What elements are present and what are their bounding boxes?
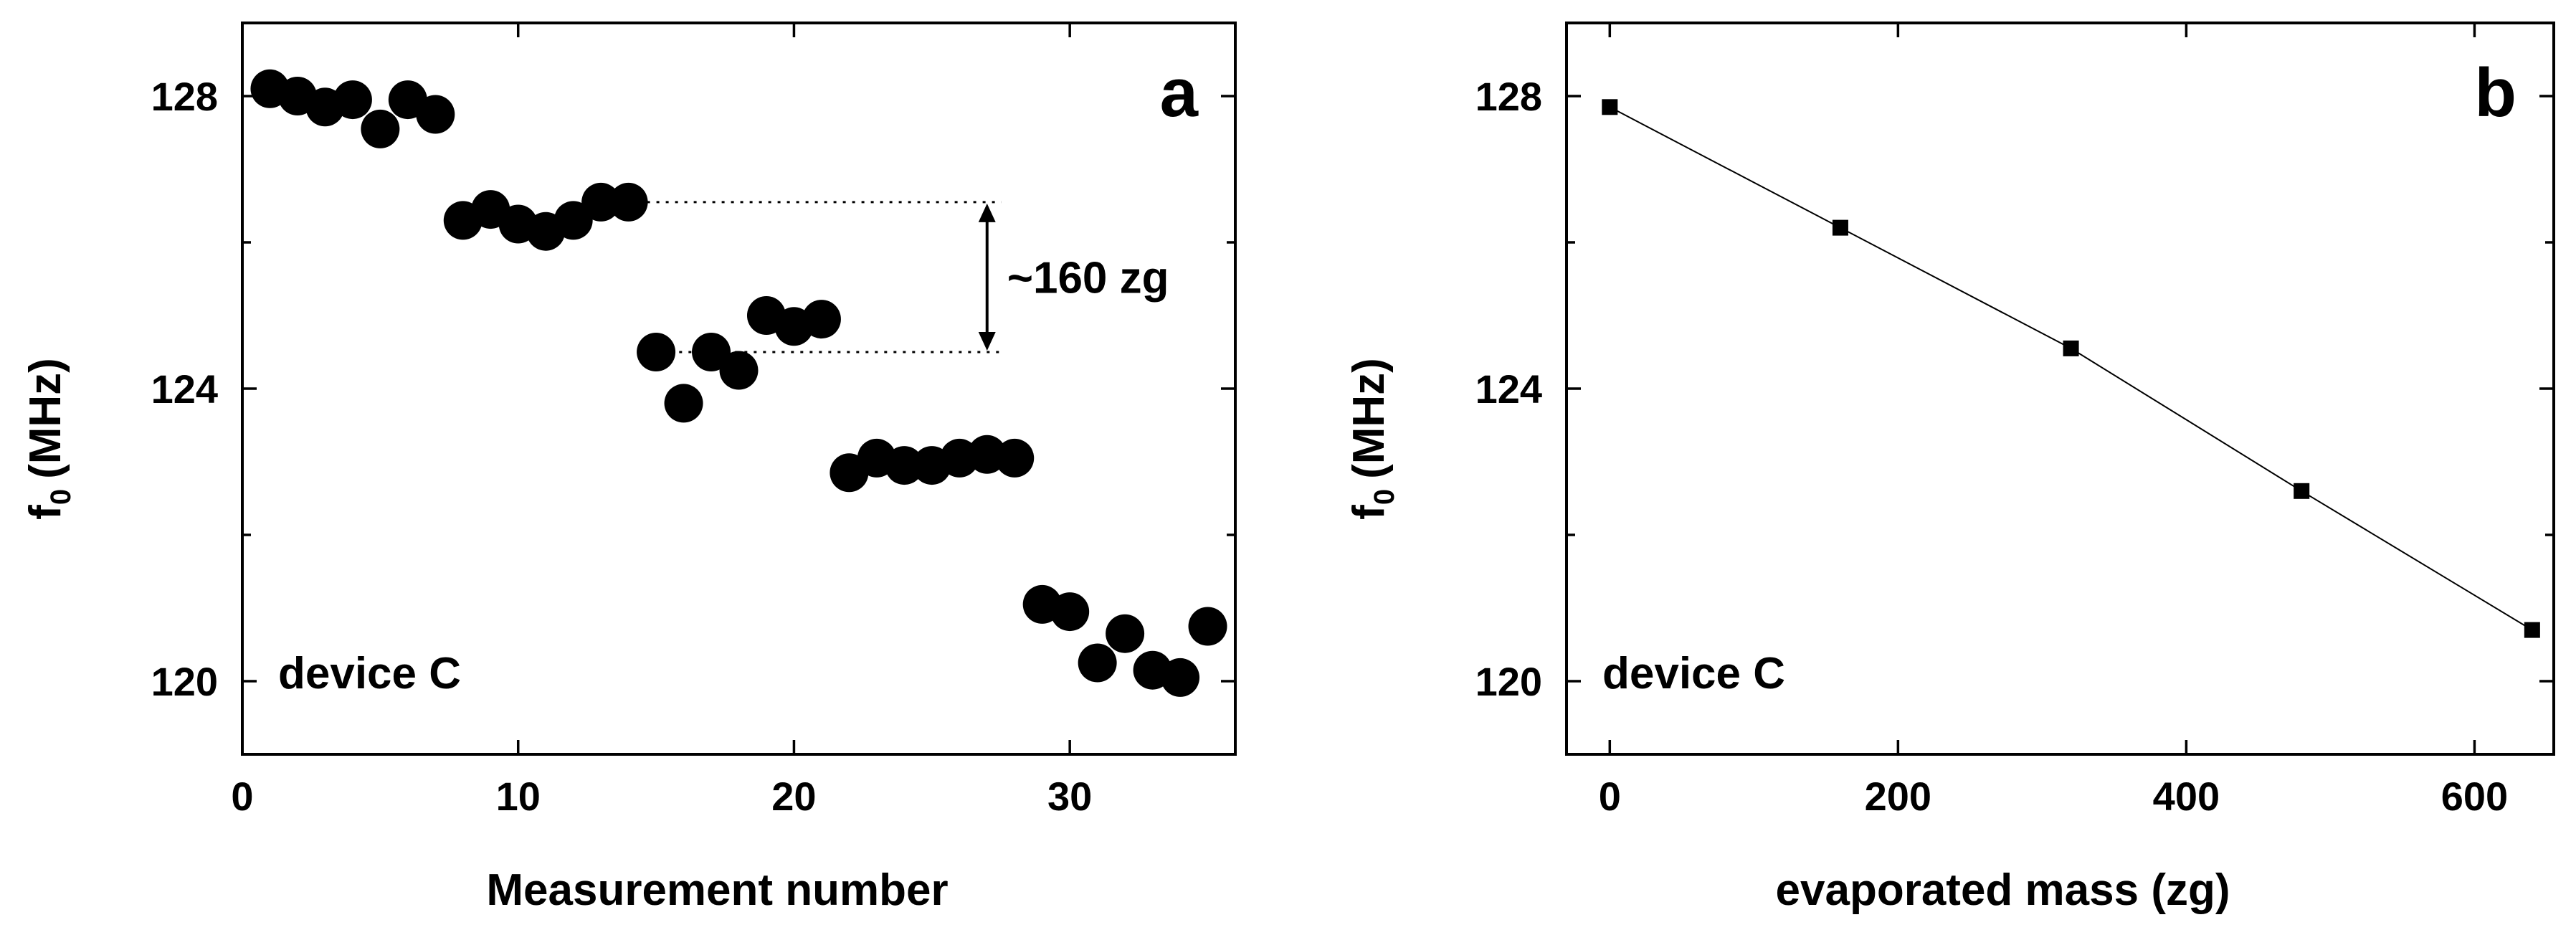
data-point [1602,99,1618,115]
x-tick-label: 400 [2153,774,2220,819]
bracket-arrow-head-up [978,203,996,222]
x-tick-label: 30 [1047,774,1092,819]
x-axis-label: Measurement number [486,865,948,915]
y-tick-label: 124 [151,366,218,412]
y-axis-label: f0 (MHz) [21,358,77,520]
x-tick-label: 10 [496,774,541,819]
x-tick-label: 200 [1865,774,1931,819]
y-axis-label-main: f [1344,505,1394,520]
bracket-arrow-head-down [978,332,996,351]
x-tick-label: 0 [1599,774,1621,819]
data-point [1832,219,1848,236]
y-tick-label: 120 [151,659,218,704]
data-point [416,95,455,134]
data-point [1078,643,1117,683]
x-tick-label: 20 [771,774,816,819]
data-point [1106,614,1145,653]
bracket-label: ~160 zg [1007,253,1169,303]
panel-letter: b [2474,54,2516,131]
device-label: device C [1602,649,1785,698]
y-axis-label-unit: (MHz) [1344,358,1394,479]
data-point [885,446,924,485]
data-point [995,438,1035,478]
data-point [361,109,400,148]
data-point [802,300,841,339]
data-point [637,333,676,371]
data-point [692,333,731,371]
x-axis-label: evaporated mass (zg) [1776,865,2230,915]
data-point [581,182,621,222]
data-point [333,80,372,120]
device-label: device C [278,649,461,698]
y-tick-label: 128 [1475,74,1542,119]
data-point [1161,658,1200,697]
y-axis-label-sub: 0 [1369,489,1400,505]
y-axis-label-unit: (MHz) [21,358,70,479]
data-point [2524,622,2540,638]
data-point [1188,607,1227,646]
y-tick-label: 124 [1475,366,1542,412]
panel-letter: a [1160,54,1199,131]
data-point [2063,340,2079,356]
y-tick-label: 128 [151,74,218,119]
y-axis-label-sub: 0 [45,489,77,505]
data-point [553,201,593,240]
data-point [664,384,703,423]
y-axis-label-main: f [21,505,70,520]
y-tick-label: 120 [1475,659,1542,704]
y-axis-label: f0 (MHz) [1344,358,1400,520]
x-tick-label: 0 [231,774,253,819]
data-point [2294,483,2310,499]
series-line [1609,106,2533,631]
x-tick-label: 600 [2441,774,2508,819]
data-point [719,351,759,390]
plot-frame [1565,22,2555,756]
data-point [1050,592,1090,632]
panel-b: 0 200 400 600 120 124 128 evaporated mass (zg) f… [1344,22,2555,915]
